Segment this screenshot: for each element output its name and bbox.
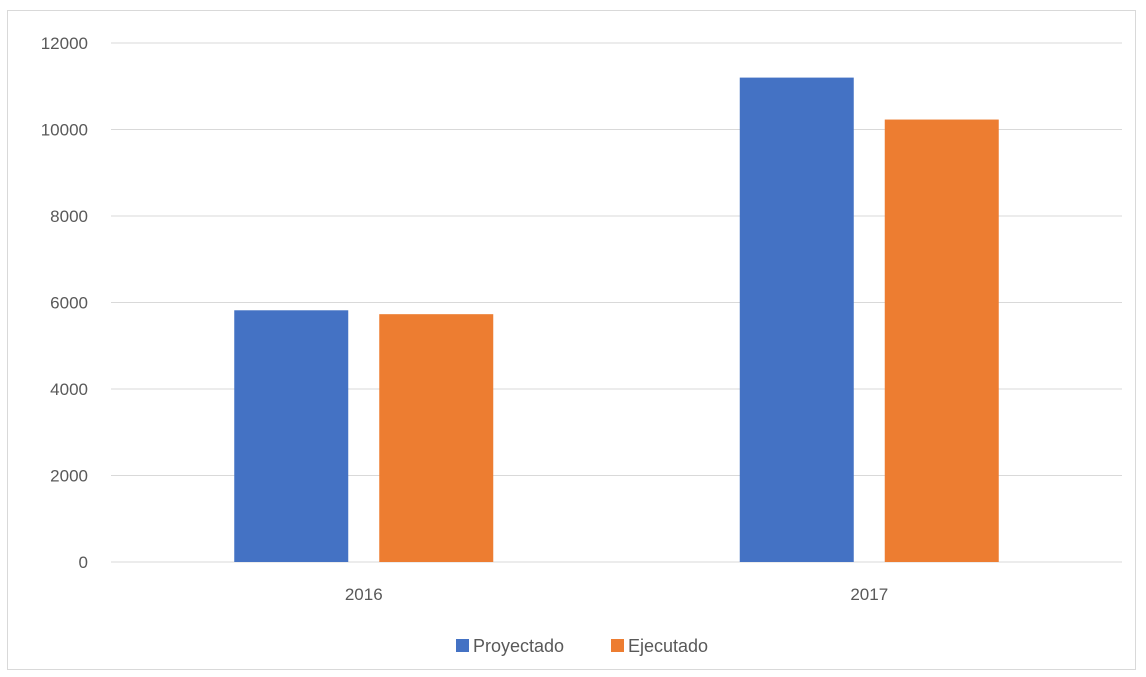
bars: [234, 77, 999, 563]
y-tick-label-0: 0: [79, 553, 88, 572]
y-tick-label-12000: 12000: [41, 34, 88, 53]
y-axis-ticks: 0 2000 4000 6000 8000 10000 12000: [41, 34, 88, 572]
bar-proyectado-2017: [739, 77, 854, 562]
x-axis-ticks: 2016 2017: [345, 585, 888, 604]
legend-swatch-ejecutado: [611, 639, 624, 652]
x-tick-label-2016: 2016: [345, 585, 383, 604]
y-tick-label-6000: 6000: [50, 294, 88, 313]
y-tick-label-8000: 8000: [50, 207, 88, 226]
legend-label-proyectado: Proyectado: [473, 636, 564, 656]
x-tick-label-2017: 2017: [850, 585, 888, 604]
y-tick-label-4000: 4000: [50, 380, 88, 399]
legend-label-ejecutado: Ejecutado: [628, 636, 708, 656]
bar-ejecutado-2016: [379, 314, 494, 562]
y-tick-label-10000: 10000: [41, 121, 88, 140]
y-tick-label-2000: 2000: [50, 467, 88, 486]
legend: Proyectado Ejecutado: [456, 636, 708, 656]
bar-proyectado-2016: [234, 310, 349, 562]
bar-ejecutado-2017: [884, 119, 999, 563]
legend-swatch-proyectado: [456, 639, 469, 652]
